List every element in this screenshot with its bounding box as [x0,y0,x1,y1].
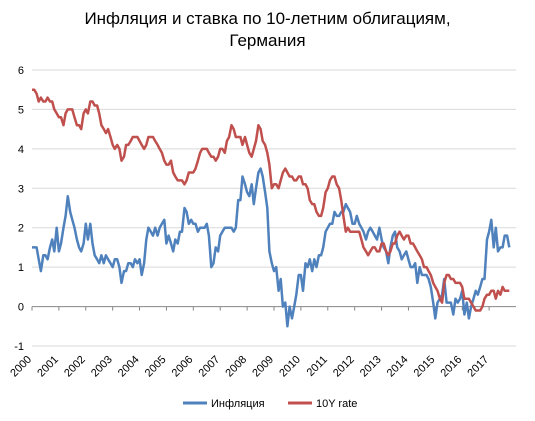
x-tick-label: 2013 [358,354,384,380]
y-tick-label: 2 [18,223,24,235]
x-tick-label: 2014 [385,354,411,380]
legend-item-inflation-label: Инфляция [211,398,265,410]
x-tick-label: 2017 [465,354,491,380]
x-tick-label: 2003 [89,354,115,380]
x-tick-label: 2000 [8,354,34,380]
y-tick-label: 3 [18,183,24,195]
series-line-inflation [32,167,511,328]
x-tick-label: 2011 [305,354,330,379]
y-tick-label: 0 [18,302,24,314]
y-tick-label: 6 [18,65,24,77]
series-line-rate [32,88,510,312]
x-tick-label: 2015 [412,354,438,380]
x-tick-label: 2004 [116,354,142,380]
x-tick-label: 2009 [250,354,276,380]
x-tick-label: 2002 [62,354,88,380]
x-tick-label: 2012 [331,354,357,380]
chart-title-line-1: Инфляция и ставка по 10-летним облигация… [84,9,451,28]
x-tick-label: 2005 [143,354,169,380]
x-tick-label: 2016 [439,354,465,380]
x-tick-label: 2001 [35,354,61,380]
x-tick-label: 2010 [277,354,303,380]
y-tick-label: -1 [14,341,24,353]
chart-title-line-2: Германия [229,31,306,50]
y-tick-label: 1 [18,262,24,274]
x-tick-label: 2007 [197,354,223,380]
y-tick-label: 5 [18,104,24,116]
y-tick-label: 4 [18,144,24,156]
legend-item-rate-label: 10Y rate [316,398,357,410]
x-tick-label: 2008 [223,354,249,380]
chart-title: Инфляция и ставка по 10-летним облигация… [0,8,535,52]
x-tick-label: 2006 [170,354,196,380]
